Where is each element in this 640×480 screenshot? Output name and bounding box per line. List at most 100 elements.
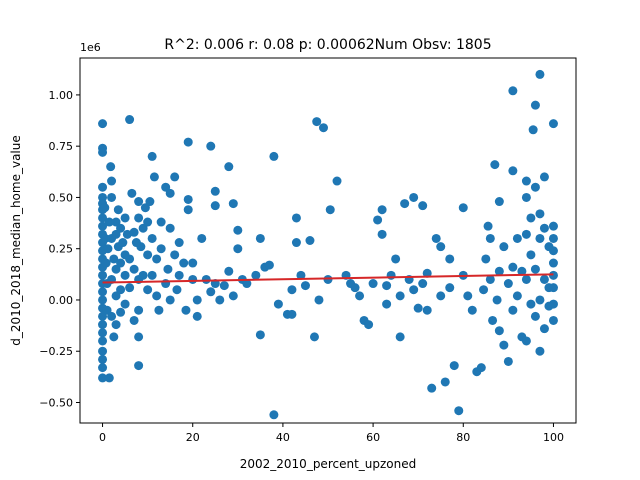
data-point-201 — [494, 326, 504, 336]
data-point-228 — [535, 209, 545, 219]
data-point-111 — [197, 233, 207, 243]
y-tick-label: −0.50 — [39, 396, 73, 409]
data-point-99 — [172, 285, 182, 295]
data-point-164 — [391, 254, 401, 264]
data-point-206 — [508, 166, 518, 176]
data-point-160 — [377, 229, 387, 239]
data-point-57 — [120, 270, 130, 280]
data-point-94 — [165, 188, 175, 198]
data-point-182 — [445, 283, 455, 293]
data-point-230 — [535, 295, 545, 305]
data-point-27 — [100, 203, 110, 213]
data-point-2 — [98, 147, 108, 157]
data-point-190 — [476, 363, 486, 373]
data-point-139 — [291, 213, 301, 223]
data-point-174 — [422, 268, 432, 278]
data-point-90 — [156, 244, 166, 254]
data-point-101 — [174, 270, 184, 280]
data-point-245 — [548, 270, 558, 280]
data-point-161 — [382, 281, 392, 291]
data-point-36 — [107, 176, 117, 186]
data-point-137 — [287, 285, 297, 295]
data-point-194 — [485, 233, 495, 243]
data-point-3 — [98, 182, 108, 192]
data-point-61 — [125, 254, 135, 264]
data-point-64 — [129, 227, 139, 237]
data-point-179 — [436, 291, 446, 301]
data-point-87 — [152, 291, 162, 301]
data-point-166 — [395, 332, 405, 342]
data-point-207 — [508, 86, 518, 96]
data-point-144 — [309, 332, 319, 342]
data-point-129 — [255, 233, 265, 243]
data-point-200 — [494, 266, 504, 276]
data-point-107 — [188, 258, 198, 268]
data-point-127 — [242, 279, 252, 289]
data-point-146 — [314, 295, 324, 305]
data-point-26 — [98, 373, 108, 383]
x-axis-label: 2002_2010_percent_upzoned — [240, 457, 417, 471]
data-point-72 — [134, 332, 144, 342]
data-point-55 — [120, 213, 130, 223]
data-point-58 — [120, 299, 130, 309]
data-point-74 — [136, 242, 146, 252]
data-point-32 — [103, 244, 113, 254]
data-point-24 — [98, 354, 108, 364]
data-point-221 — [526, 299, 536, 309]
data-point-193 — [483, 221, 493, 231]
x-tick-label: 20 — [186, 431, 200, 444]
data-point-147 — [318, 123, 328, 133]
data-point-226 — [530, 311, 540, 321]
data-point-125 — [233, 244, 243, 254]
data-point-217 — [521, 274, 531, 284]
x-tick-label: 60 — [366, 431, 380, 444]
data-point-108 — [188, 274, 198, 284]
data-point-73 — [134, 361, 144, 371]
data-point-199 — [494, 197, 504, 207]
data-point-29 — [101, 258, 111, 268]
data-point-150 — [332, 176, 342, 186]
data-point-235 — [539, 324, 549, 334]
data-point-60 — [125, 115, 135, 125]
data-point-128 — [251, 270, 261, 280]
data-point-202 — [499, 242, 509, 252]
data-point-62 — [125, 283, 135, 293]
data-point-41 — [109, 254, 119, 264]
data-point-63 — [127, 188, 137, 198]
data-point-86 — [152, 254, 162, 264]
data-point-116 — [210, 201, 220, 211]
data-point-78 — [143, 217, 153, 227]
data-point-208 — [508, 262, 518, 272]
y-tick-label: 0.25 — [49, 243, 74, 256]
fit-line — [102, 273, 554, 284]
data-point-71 — [134, 305, 144, 315]
data-point-246 — [548, 246, 558, 256]
data-point-242 — [548, 283, 558, 293]
data-point-195 — [485, 274, 495, 284]
data-point-79 — [143, 250, 153, 260]
y-tick-label: −0.25 — [39, 345, 73, 358]
data-point-176 — [427, 383, 437, 393]
data-point-85 — [149, 172, 159, 182]
data-point-214 — [521, 176, 531, 186]
data-point-102 — [179, 258, 189, 268]
x-tick-label: 80 — [456, 431, 470, 444]
data-point-59 — [122, 229, 132, 239]
data-point-224 — [530, 182, 540, 192]
data-point-183 — [449, 361, 459, 371]
data-point-185 — [458, 203, 468, 213]
data-point-100 — [174, 238, 184, 248]
data-point-82 — [147, 233, 157, 243]
data-point-25 — [98, 363, 108, 373]
data-point-232 — [539, 172, 549, 182]
data-point-223 — [530, 100, 540, 110]
data-point-240 — [548, 221, 558, 231]
data-point-241 — [548, 258, 558, 268]
data-point-178 — [436, 242, 446, 252]
data-point-115 — [210, 186, 220, 196]
data-point-8 — [98, 221, 108, 231]
data-point-50 — [116, 223, 126, 233]
data-point-233 — [539, 223, 549, 233]
data-point-33 — [104, 373, 114, 383]
